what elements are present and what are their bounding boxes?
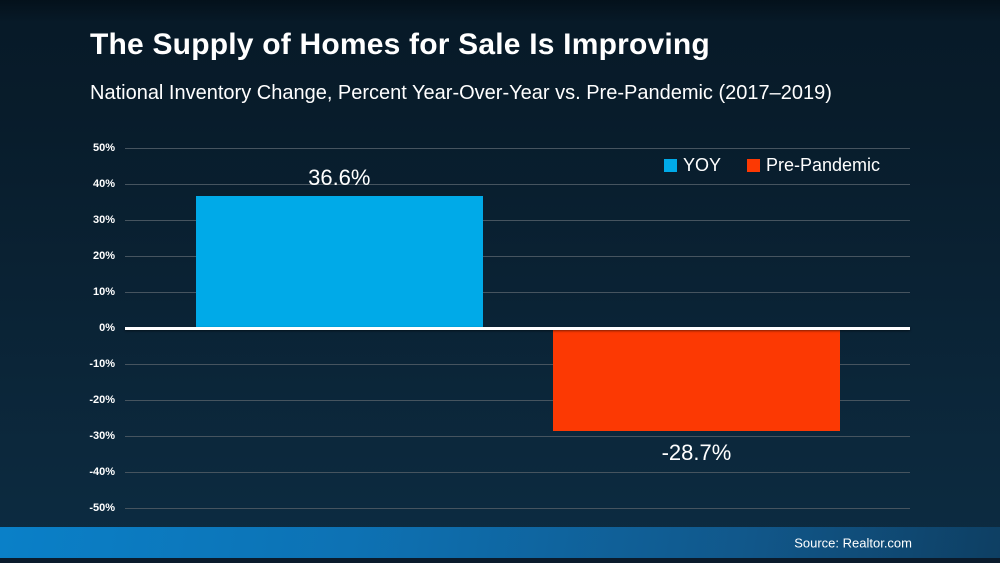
gridline [125, 183, 910, 185]
legend-label: Pre-Pandemic [765, 155, 880, 175]
legend-item: Pre-Pandemic [746, 155, 880, 175]
y-tick-label: 20% [92, 250, 115, 262]
y-tick-label: -10% [89, 358, 115, 370]
gridline [125, 147, 910, 149]
gridline [125, 363, 910, 365]
y-tick-label: -30% [89, 430, 115, 442]
legend-item: YOY [663, 155, 721, 175]
gridline [125, 219, 910, 221]
zero-axis-line [125, 326, 910, 330]
gridline [125, 399, 910, 401]
bar-pre-pandemic [552, 328, 840, 432]
legend-swatch-icon [663, 158, 677, 172]
y-tick-label: -40% [89, 466, 115, 478]
page-title: The Supply of Homes for Sale Is Improvin… [90, 28, 710, 61]
legend: YOY Pre-Pandemic [663, 155, 880, 175]
gridline [125, 507, 910, 509]
y-tick-label: 10% [92, 286, 115, 298]
y-tick-label: -20% [89, 394, 115, 406]
page-subtitle: National Inventory Change, Percent Year-… [90, 82, 832, 104]
bar-value-label: -28.7% [661, 440, 732, 466]
legend-swatch-icon [746, 158, 760, 172]
bottom-strip [0, 558, 1000, 563]
y-tick-label: 40% [92, 178, 115, 190]
source-bar: Source: Realtor.com [0, 527, 1000, 558]
y-tick-label: 0% [99, 322, 115, 334]
y-tick-label: 50% [92, 142, 115, 154]
gridline [125, 435, 910, 437]
y-tick-label: -50% [89, 502, 115, 514]
gridline [125, 255, 910, 257]
gridline [125, 471, 910, 473]
legend-label: YOY [682, 155, 721, 175]
source-text: Source: Realtor.com [794, 535, 912, 550]
bar-yoy [195, 196, 483, 328]
bar-value-label: 36.6% [308, 165, 371, 191]
y-tick-label: 30% [92, 214, 115, 226]
gridline [125, 291, 910, 293]
